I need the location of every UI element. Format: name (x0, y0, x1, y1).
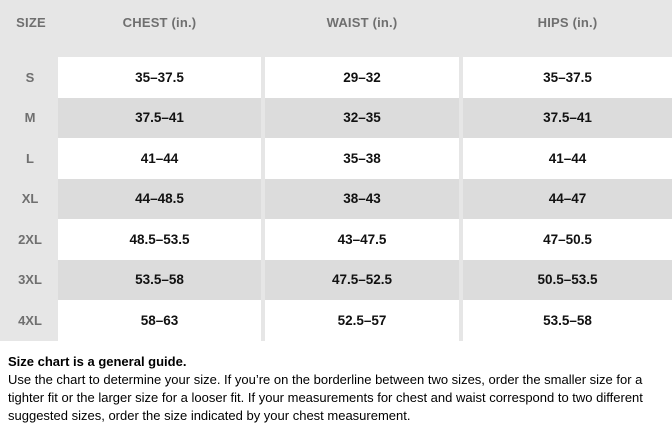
size-chart-header-row: SIZE CHEST (in.) WAIST (in.) HIPS (in.) (0, 0, 672, 57)
chest-value: 58–63 (58, 300, 261, 341)
hips-value: 50.5–53.5 (463, 259, 672, 300)
size-label: 3XL (0, 259, 54, 300)
size-chart-body: S 35–37.5 29–32 35–37.5 M 37.5–41 32–35 … (0, 57, 672, 341)
waist-value: 35–38 (265, 138, 459, 179)
chest-value: 37.5–41 (58, 97, 261, 138)
hips-value: 44–47 (463, 178, 672, 219)
size-label: L (0, 138, 54, 179)
size-guide-note: Size chart is a general guide. Use the c… (0, 341, 672, 425)
header-cell-hips: HIPS (in.) (537, 14, 598, 30)
chest-value: 41–44 (58, 138, 261, 179)
size-label: M (0, 97, 54, 138)
size-guide-note-body: Use the chart to determine your size. If… (8, 371, 643, 423)
chest-value: 48.5–53.5 (58, 219, 261, 260)
header-cell-size: SIZE (16, 14, 46, 30)
waist-value: 29–32 (265, 57, 459, 98)
size-label: S (0, 57, 54, 98)
size-guide-note-title: Size chart is a general guide. (8, 353, 187, 369)
chest-value: 53.5–58 (58, 259, 261, 300)
size-label: 4XL (0, 300, 54, 341)
waist-value: 38–43 (265, 178, 459, 219)
hips-value: 41–44 (463, 138, 672, 179)
hips-value: 47–50.5 (463, 219, 672, 260)
chest-value: 35–37.5 (58, 57, 261, 98)
hips-value: 37.5–41 (463, 97, 672, 138)
size-chart-table: SIZE CHEST (in.) WAIST (in.) HIPS (in.) … (0, 0, 672, 341)
size-label: XL (0, 178, 54, 219)
waist-value: 32–35 (265, 97, 459, 138)
size-label: 2XL (0, 219, 54, 260)
waist-value: 47.5–52.5 (265, 259, 459, 300)
waist-value: 52.5–57 (265, 300, 459, 341)
chest-value: 44–48.5 (58, 178, 261, 219)
header-cell-chest: CHEST (in.) (122, 14, 197, 30)
hips-value: 53.5–58 (463, 300, 672, 341)
hips-value: 35–37.5 (463, 57, 672, 98)
waist-value: 43–47.5 (265, 219, 459, 260)
header-cell-waist: WAIST (in.) (326, 14, 398, 30)
